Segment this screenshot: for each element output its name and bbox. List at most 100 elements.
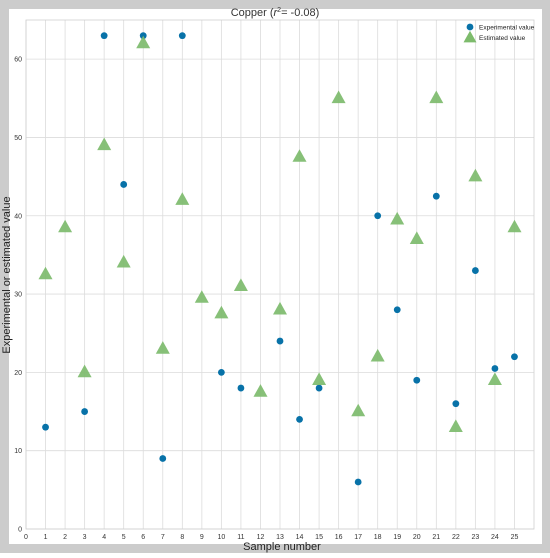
estimated-point-21 (429, 90, 444, 104)
title-tail: = -0.08) (281, 7, 319, 19)
x-tick-label-22: 22 (452, 534, 460, 541)
x-axis-label: Sample number (243, 541, 321, 553)
estimated-point-19 (390, 211, 405, 225)
estimated-point-24 (487, 372, 502, 385)
experimental-point-1 (42, 423, 49, 431)
estimated-point-4 (97, 137, 112, 151)
experimental-point-18 (374, 212, 382, 220)
estimated-point-12 (253, 384, 268, 397)
y-tick-label-30: 30 (14, 292, 22, 299)
estimated-point-23 (468, 168, 483, 182)
estimated-point-1 (38, 266, 53, 280)
x-tick-label-8: 8 (180, 534, 184, 541)
experimental-point-25 (511, 353, 518, 361)
x-tick-labels: 0 1 2 3 4 5 6 7 8 9 10 11 12 13 14 15 16 17 18 19 20 21 22 23 24… (24, 534, 518, 541)
title-superscript: 2 (277, 7, 281, 14)
estimated-point-6 (136, 35, 151, 49)
experimental-point-6 (139, 32, 147, 40)
data-marks (38, 32, 522, 486)
x-tick-label-11: 11 (237, 534, 244, 541)
chart-title: Copper (r2= -0.08) (231, 7, 320, 19)
estimated-point-8 (175, 192, 190, 205)
x-tick-label-10: 10 (217, 534, 225, 541)
y-tick-label-60: 60 (14, 57, 22, 64)
x-tick-label-21: 21 (432, 534, 440, 541)
chart-background (9, 9, 542, 544)
estimated-point-9 (194, 290, 209, 303)
x-tick-label-5: 5 (122, 534, 126, 541)
estimated-point-18 (370, 348, 385, 362)
x-tick-label-13: 13 (276, 534, 284, 541)
estimated-point-20 (409, 231, 424, 244)
x-tick-label-0: 0 (24, 534, 28, 541)
x-tick-label-25: 25 (511, 534, 519, 541)
x-tick-label-16: 16 (335, 534, 343, 541)
x-tick-label-1: 1 (44, 534, 48, 541)
estimated-point-5 (116, 254, 131, 268)
estimated-point-15 (312, 372, 327, 385)
experimental-point-24 (491, 365, 499, 372)
x-tick-label-3: 3 (83, 534, 87, 541)
estimated-point-25 (507, 219, 522, 233)
experimental-point-14 (296, 415, 303, 423)
experimental-point-3 (81, 408, 89, 415)
estimated-point-10 (214, 305, 229, 319)
experimental-point-17 (354, 478, 362, 486)
estimated-point-13 (273, 301, 287, 315)
x-tick-label-23: 23 (471, 534, 479, 541)
experimental-point-7 (159, 455, 167, 462)
y-tick-label-0: 0 (18, 527, 22, 534)
experimental-point-22 (452, 400, 460, 408)
title-r: r (274, 7, 279, 19)
legend-label-estimated: Estimated value (479, 35, 526, 42)
x-tick-label-4: 4 (102, 534, 106, 541)
experimental-point-19 (393, 306, 401, 314)
y-tick-labels: 0 10 20 30 40 50 60 (14, 57, 22, 534)
legend-label-experimental: Experimental value (479, 25, 535, 32)
y-tick-label-50: 50 (14, 135, 22, 142)
experimental-point-8 (178, 32, 186, 40)
estimated-point-14 (292, 149, 307, 162)
series-estimated (38, 35, 522, 432)
x-tick-label-2: 2 (63, 534, 67, 541)
x-tick-label-6: 6 (141, 534, 145, 541)
estimated-point-17 (351, 403, 366, 417)
experimental-point-15 (315, 384, 323, 392)
x-tick-label-9: 9 (200, 534, 204, 541)
x-tick-label-12: 12 (257, 534, 265, 541)
y-axis-label: Experimental or estimated value (1, 196, 13, 353)
estimated-point-22 (448, 419, 463, 432)
plot-area (25, 19, 535, 530)
x-tick-label-19: 19 (393, 534, 401, 541)
experimental-point-21 (432, 192, 440, 200)
legend-marker-estimated (463, 30, 477, 43)
legend: Experimental value Estimated value (463, 23, 535, 43)
estimated-point-11 (233, 278, 248, 291)
y-tick-label-10: 10 (14, 448, 22, 455)
x-tick-label-18: 18 (374, 534, 382, 541)
estimated-point-16 (331, 90, 346, 104)
y-tick-label-40: 40 (14, 213, 22, 220)
experimental-point-13 (276, 337, 284, 345)
experimental-point-5 (120, 181, 128, 188)
estimated-point-2 (58, 219, 73, 233)
x-tick-label-7: 7 (161, 534, 165, 541)
title-base: Copper ( (231, 7, 274, 19)
estimated-point-3 (77, 364, 92, 378)
experimental-point-23 (471, 267, 479, 274)
x-tick-label-20: 20 (413, 534, 421, 541)
experimental-point-10 (217, 368, 225, 376)
x-tick-label-24: 24 (491, 534, 499, 541)
experimental-point-4 (100, 32, 108, 40)
x-tick-label-14: 14 (296, 534, 304, 541)
legend-marker-experimental (466, 23, 474, 31)
series-experimental (42, 32, 518, 486)
experimental-point-20 (413, 376, 421, 384)
x-tick-label-15: 15 (315, 534, 323, 541)
y-tick-label-20: 20 (14, 370, 22, 377)
estimated-point-7 (155, 341, 170, 354)
experimental-point-11 (237, 384, 245, 392)
x-tick-label-17: 17 (354, 534, 362, 541)
